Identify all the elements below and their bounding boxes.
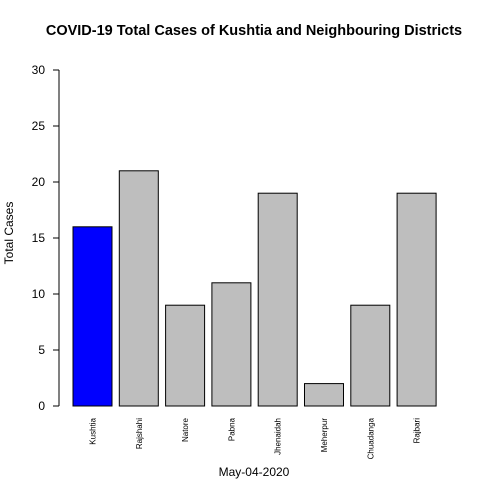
bars — [72, 170, 437, 407]
bar-kushtia — [72, 226, 113, 407]
y-axis: 0 5 10 15 20 25 30 — [32, 63, 60, 413]
bar-meherpur — [304, 383, 344, 407]
y-axis-label: Total Cases — [2, 202, 16, 265]
y-tick-label: 5 — [38, 343, 45, 357]
x-tick-label: Rajshahi — [135, 418, 144, 449]
x-tick-label: Rajbari — [413, 418, 422, 444]
y-tick-label: 15 — [32, 231, 46, 245]
y-tick-label: 0 — [38, 399, 45, 413]
x-tick-label: Kushtia — [89, 417, 98, 444]
x-axis-label: May-04-2020 — [219, 465, 290, 479]
y-tick-label: 30 — [32, 63, 46, 77]
bar-pabna — [211, 282, 252, 407]
y-tick-label: 10 — [32, 287, 46, 301]
x-tick-label: Pabna — [227, 417, 236, 441]
bar-natore — [165, 304, 206, 407]
bar-chuadanga — [350, 304, 391, 407]
x-tick-label: Meherpur — [320, 418, 329, 453]
y-tick-label: 20 — [32, 175, 46, 189]
x-tick-label: Natore — [181, 417, 190, 442]
y-tick-label: 25 — [32, 119, 46, 133]
bar-rajshahi — [118, 170, 159, 407]
x-tick-label: Jhenaidah — [274, 418, 283, 455]
x-axis-labels: Kushtia Rajshahi Natore Pabna Jhenaidah Meher… — [89, 417, 422, 459]
x-tick-label: Chuadanga — [366, 417, 375, 459]
bar-rajbari — [396, 192, 437, 407]
chart-title: COVID-19 Total Cases of Kushtia and Neig… — [46, 23, 462, 39]
bar-jhenaidah — [257, 192, 298, 407]
